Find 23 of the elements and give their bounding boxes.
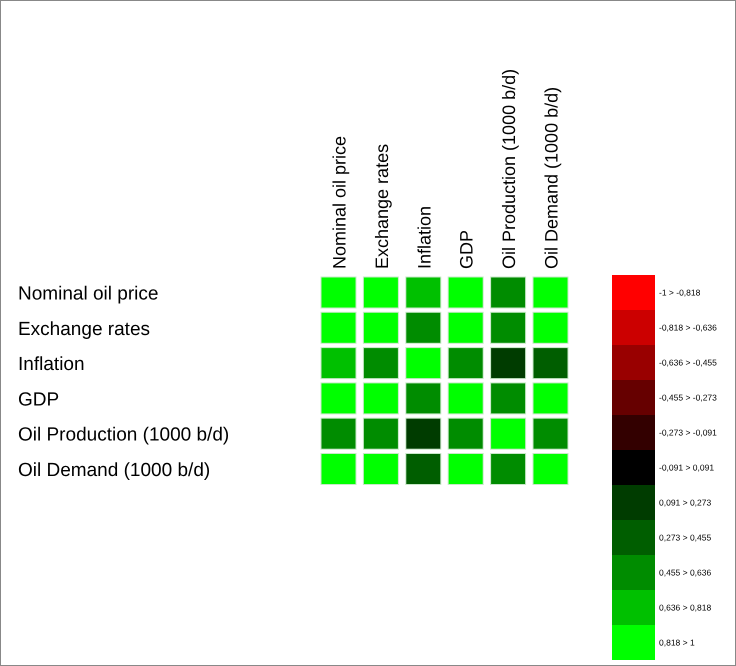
y-tick-label: Nominal oil price [18,284,158,304]
color-bar-label: 0,818 > 1 [659,637,695,648]
x-tick-label: Inflation [414,206,434,269]
color-bar-label: -0,818 > -0,636 [659,322,718,333]
color-bar-label: -1 > -0,818 [659,288,701,298]
x-tick-label: Exchange rates [372,144,392,269]
color-bar-label: 0,273 > 0,455 [659,532,712,543]
color-bar-label: 0,636 > 0,818 [659,602,712,612]
color-bar-label: 0,091 > 0,273 [659,498,712,508]
color-bar-label: -0,455 > -0,273 [659,392,718,402]
color-bar-label: -0,091 > 0,091 [659,462,714,472]
x-tick-label: Nominal oil price [330,136,350,269]
x-tick-label: Oil Production (1000 b/d) [499,68,520,269]
y-tick-label: Oil Demand (1000 b/d) [18,460,210,481]
y-tick-label: GDP [18,389,60,410]
x-tick-label: Oil Demand (1000 b/d) [542,86,562,269]
x-tick-label: GDP [456,230,477,269]
color-bar-label: -0,273 > -0,091 [659,427,718,438]
y-tick-label: Exchange rates [18,318,150,340]
y-tick-label: Inflation [18,354,85,376]
color-bar-label: 0,455 > 0,636 [659,567,712,578]
y-tick-label: Oil Production (1000 b/d) [18,424,230,446]
color-bar-label: -0,636 > -0,455 [659,358,718,368]
